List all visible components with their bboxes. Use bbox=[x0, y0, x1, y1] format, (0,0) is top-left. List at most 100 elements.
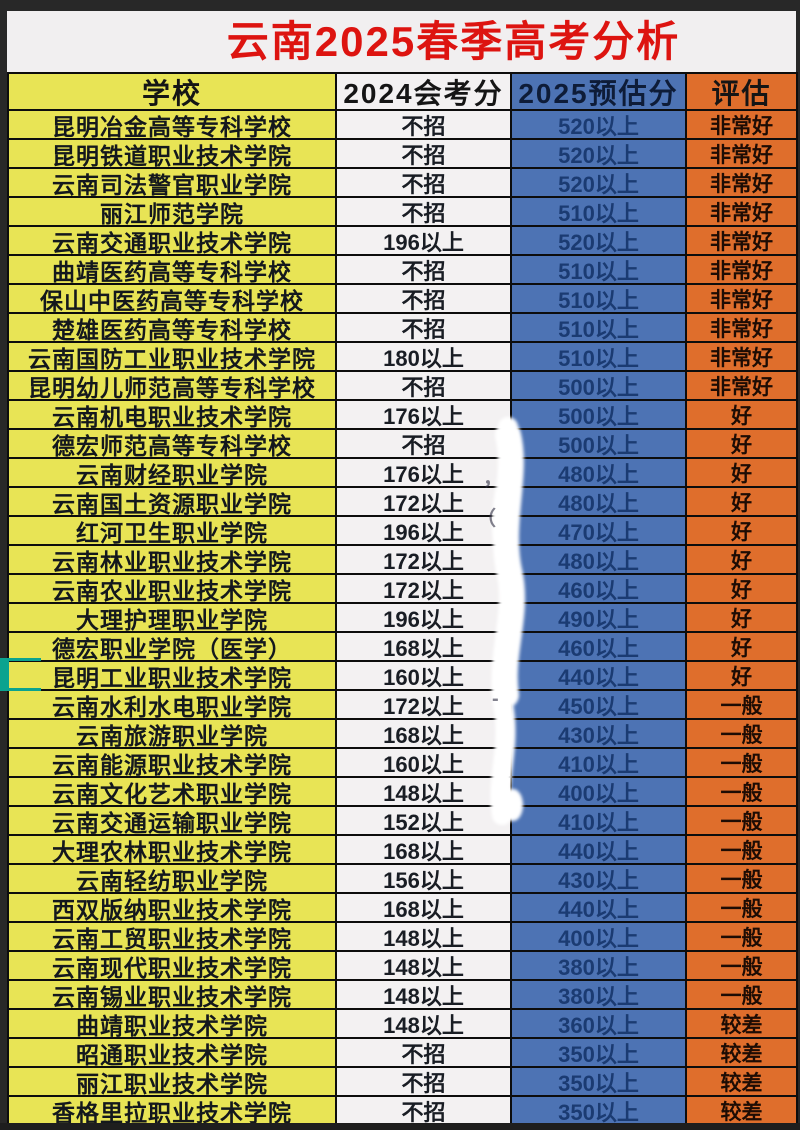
score-2024-cell[interactable]: 不招 bbox=[337, 285, 512, 314]
score-2024-cell[interactable]: 160以上 bbox=[337, 749, 512, 778]
score-2024-cell[interactable]: 168以上 bbox=[337, 836, 512, 865]
eval-cell[interactable]: 一般 bbox=[687, 691, 798, 720]
eval-cell[interactable]: 较差 bbox=[687, 1039, 798, 1068]
school-cell[interactable]: 云南农业职业技术学院 bbox=[9, 575, 337, 604]
school-cell[interactable]: 云南水利水电职业学院 bbox=[9, 691, 337, 720]
score-2024-cell[interactable]: 168以上 bbox=[337, 633, 512, 662]
school-cell[interactable]: 西双版纳职业技术学院 bbox=[9, 894, 337, 923]
school-cell[interactable]: 云南旅游职业学院 bbox=[9, 720, 337, 749]
eval-cell[interactable]: 非常好 bbox=[687, 111, 798, 140]
school-cell[interactable]: 丽江师范学院 bbox=[9, 198, 337, 227]
score-2024-cell[interactable]: 172以上 bbox=[337, 488, 512, 517]
score-2025-cell[interactable]: 440以上 bbox=[512, 894, 687, 923]
eval-cell[interactable]: 较差 bbox=[687, 1068, 798, 1097]
school-cell[interactable]: 云南工贸职业技术学院 bbox=[9, 923, 337, 952]
score-2024-cell[interactable]: 不招 bbox=[337, 1068, 512, 1097]
eval-cell[interactable]: 较差 bbox=[687, 1010, 798, 1039]
school-cell[interactable]: 红河卫生职业学院 bbox=[9, 517, 337, 546]
eval-cell[interactable]: 好 bbox=[687, 488, 798, 517]
score-2024-cell[interactable]: 152以上 bbox=[337, 807, 512, 836]
school-cell[interactable]: 大理护理职业学院 bbox=[9, 604, 337, 633]
school-cell[interactable]: 丽江职业技术学院 bbox=[9, 1068, 337, 1097]
school-cell[interactable]: 云南交通职业技术学院 bbox=[9, 227, 337, 256]
eval-cell[interactable]: 好 bbox=[687, 575, 798, 604]
score-2025-cell[interactable]: 350以上 bbox=[512, 1039, 687, 1068]
score-2024-cell[interactable]: 不招 bbox=[337, 111, 512, 140]
score-2025-cell[interactable]: 400以上 bbox=[512, 923, 687, 952]
header-score-2024[interactable]: 2024会考分 bbox=[337, 74, 512, 111]
school-cell[interactable]: 云南国防工业职业技术学院 bbox=[9, 343, 337, 372]
eval-cell[interactable]: 较差 bbox=[687, 1097, 798, 1126]
score-2024-cell[interactable]: 156以上 bbox=[337, 865, 512, 894]
eval-cell[interactable]: 一般 bbox=[687, 749, 798, 778]
eval-cell[interactable]: 好 bbox=[687, 662, 798, 691]
score-2025-cell[interactable]: 480以上 bbox=[512, 488, 687, 517]
eval-cell[interactable]: 好 bbox=[687, 459, 798, 488]
eval-cell[interactable]: 一般 bbox=[687, 778, 798, 807]
score-2025-cell[interactable]: 380以上 bbox=[512, 981, 687, 1010]
eval-cell[interactable]: 一般 bbox=[687, 807, 798, 836]
score-2025-cell[interactable]: 480以上 bbox=[512, 546, 687, 575]
score-2025-cell[interactable]: 510以上 bbox=[512, 343, 687, 372]
eval-cell[interactable]: 非常好 bbox=[687, 314, 798, 343]
score-2024-cell[interactable]: 176以上 bbox=[337, 459, 512, 488]
eval-cell[interactable]: 非常好 bbox=[687, 198, 798, 227]
eval-cell[interactable]: 一般 bbox=[687, 720, 798, 749]
eval-cell[interactable]: 非常好 bbox=[687, 169, 798, 198]
school-cell[interactable]: 香格里拉职业技术学院 bbox=[9, 1097, 337, 1126]
score-2024-cell[interactable]: 148以上 bbox=[337, 778, 512, 807]
score-2024-cell[interactable]: 148以上 bbox=[337, 923, 512, 952]
eval-cell[interactable]: 好 bbox=[687, 430, 798, 459]
score-2024-cell[interactable]: 180以上 bbox=[337, 343, 512, 372]
school-cell[interactable]: 云南轻纺职业学院 bbox=[9, 865, 337, 894]
score-2024-cell[interactable]: 148以上 bbox=[337, 1010, 512, 1039]
score-2025-cell[interactable]: 510以上 bbox=[512, 314, 687, 343]
score-2025-cell[interactable]: 520以上 bbox=[512, 111, 687, 140]
score-2025-cell[interactable]: 380以上 bbox=[512, 952, 687, 981]
score-2024-cell[interactable]: 148以上 bbox=[337, 981, 512, 1010]
score-2024-cell[interactable]: 176以上 bbox=[337, 401, 512, 430]
school-cell[interactable]: 云南财经职业学院 bbox=[9, 459, 337, 488]
score-2025-cell[interactable]: 410以上 bbox=[512, 749, 687, 778]
score-2025-cell[interactable]: 440以上 bbox=[512, 662, 687, 691]
score-2025-cell[interactable]: 360以上 bbox=[512, 1010, 687, 1039]
score-2024-cell[interactable]: 不招 bbox=[337, 430, 512, 459]
score-2025-cell[interactable]: 460以上 bbox=[512, 633, 687, 662]
school-cell[interactable]: 云南锡业职业技术学院 bbox=[9, 981, 337, 1010]
score-2024-cell[interactable]: 172以上 bbox=[337, 546, 512, 575]
score-2024-cell[interactable]: 不招 bbox=[337, 372, 512, 401]
score-2025-cell[interactable]: 510以上 bbox=[512, 256, 687, 285]
score-2025-cell[interactable]: 350以上 bbox=[512, 1097, 687, 1126]
score-2024-cell[interactable]: 不招 bbox=[337, 1097, 512, 1126]
school-cell[interactable]: 云南文化艺术职业学院 bbox=[9, 778, 337, 807]
header-score-2025[interactable]: 2025预估分 bbox=[512, 74, 687, 111]
score-2024-cell[interactable]: 不招 bbox=[337, 169, 512, 198]
eval-cell[interactable]: 一般 bbox=[687, 894, 798, 923]
score-2025-cell[interactable]: 500以上 bbox=[512, 401, 687, 430]
school-cell[interactable]: 云南林业职业技术学院 bbox=[9, 546, 337, 575]
eval-cell[interactable]: 非常好 bbox=[687, 343, 798, 372]
eval-cell[interactable]: 非常好 bbox=[687, 227, 798, 256]
score-2025-cell[interactable]: 510以上 bbox=[512, 198, 687, 227]
eval-cell[interactable]: 一般 bbox=[687, 952, 798, 981]
eval-cell[interactable]: 非常好 bbox=[687, 140, 798, 169]
score-2025-cell[interactable]: 430以上 bbox=[512, 865, 687, 894]
score-2024-cell[interactable]: 148以上 bbox=[337, 952, 512, 981]
school-cell[interactable]: 保山中医药高等专科学校 bbox=[9, 285, 337, 314]
school-cell[interactable]: 昭通职业技术学院 bbox=[9, 1039, 337, 1068]
score-2024-cell[interactable]: 不招 bbox=[337, 1039, 512, 1068]
score-2025-cell[interactable]: 520以上 bbox=[512, 227, 687, 256]
eval-cell[interactable]: 好 bbox=[687, 604, 798, 633]
eval-cell[interactable]: 一般 bbox=[687, 923, 798, 952]
eval-cell[interactable]: 一般 bbox=[687, 836, 798, 865]
eval-cell[interactable]: 非常好 bbox=[687, 372, 798, 401]
score-2024-cell[interactable]: 196以上 bbox=[337, 604, 512, 633]
score-2025-cell[interactable]: 480以上 bbox=[512, 459, 687, 488]
eval-cell[interactable]: 非常好 bbox=[687, 285, 798, 314]
score-2025-cell[interactable]: 350以上 bbox=[512, 1068, 687, 1097]
school-cell[interactable]: 曲靖职业技术学院 bbox=[9, 1010, 337, 1039]
score-2024-cell[interactable]: 196以上 bbox=[337, 227, 512, 256]
eval-cell[interactable]: 好 bbox=[687, 546, 798, 575]
score-2025-cell[interactable]: 430以上 bbox=[512, 720, 687, 749]
score-2025-cell[interactable]: 510以上 bbox=[512, 285, 687, 314]
